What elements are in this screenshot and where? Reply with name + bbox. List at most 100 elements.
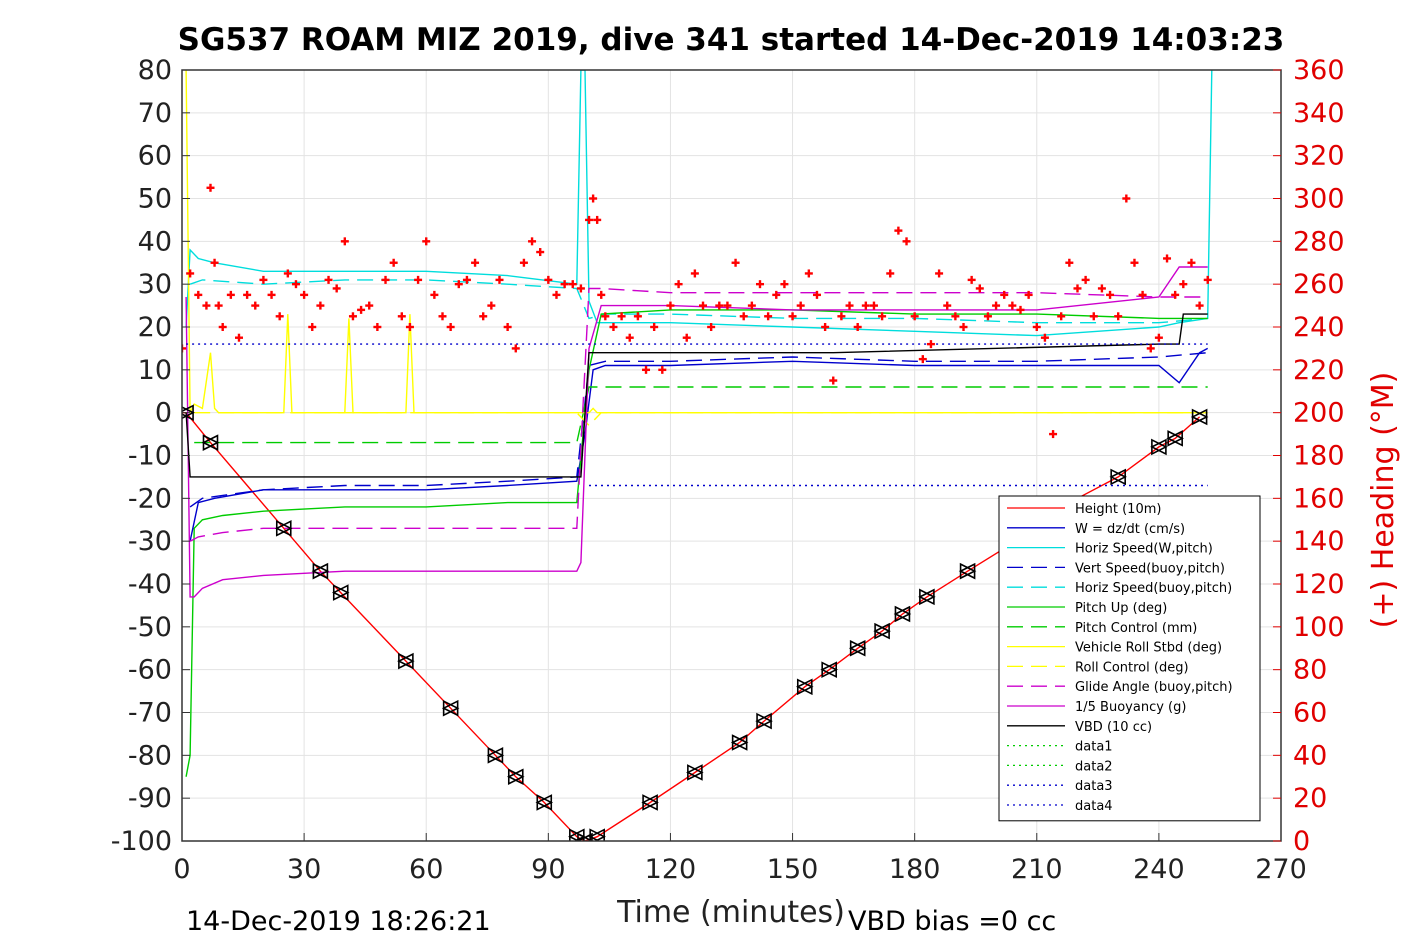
heading-point (597, 290, 606, 299)
tick-label-left: -70 (128, 698, 172, 729)
tick-label-right: 280 (1293, 226, 1345, 257)
heading-point (471, 258, 480, 267)
tick-label-x: 240 (1133, 854, 1185, 885)
heading-point (1000, 290, 1009, 299)
heading-point (1130, 258, 1139, 267)
heading-point (446, 323, 455, 331)
y-axis-right-label: (+) Heading (°M) (1366, 372, 1401, 629)
tick-label-right: 200 (1293, 398, 1345, 429)
series-line (185, 309, 1208, 777)
height-marker (893, 605, 912, 623)
legend-entry: Horiz Speed(W,pitch) (1075, 542, 1213, 557)
heading-point (186, 269, 195, 278)
y-axis-left: 80 70 60 50 40 30 20 10 0 -10 -20 -30 -40 -50 -60 -70 -8… (111, 55, 190, 857)
heading-point (812, 290, 821, 299)
heading-point (609, 323, 618, 331)
heading-point (642, 365, 651, 374)
heading-point (1163, 254, 1172, 263)
heading-point (837, 312, 846, 321)
heading-point (589, 194, 598, 203)
heading-point (780, 280, 789, 289)
heading-point (259, 275, 268, 284)
heading-point (1122, 194, 1131, 203)
height-marker (588, 828, 606, 841)
height-marker (958, 562, 977, 580)
legend: Height (10m) W = dz/dt (cm/s) Horiz Speed(… (998, 495, 1261, 822)
heading-point (316, 301, 325, 310)
tick-label-x: 180 (889, 854, 941, 885)
tick-label-left: 10 (138, 355, 172, 386)
tick-label-left: -50 (128, 612, 172, 643)
height-marker (576, 832, 594, 841)
heading-point (389, 258, 398, 267)
heading-point (1089, 312, 1098, 321)
tick-label-left: 70 (138, 98, 172, 129)
legend-entry: Pitch Up (deg) (1075, 601, 1167, 616)
tick-label-right: 20 (1293, 783, 1327, 814)
heading-point (503, 323, 512, 331)
heading-point (1114, 312, 1123, 321)
height-marker (820, 661, 838, 678)
heading-point (869, 301, 878, 310)
tick-label-right: 260 (1293, 269, 1345, 300)
heading-point (234, 333, 243, 342)
heading-point (983, 312, 992, 321)
heading-point (951, 312, 960, 321)
heading-point (536, 248, 545, 257)
tick-label-left: 60 (138, 141, 172, 172)
heading-point (357, 305, 366, 314)
series-line (189, 287, 1208, 542)
tick-label-right: 60 (1293, 698, 1327, 729)
heading-point (723, 301, 732, 310)
heading-point (487, 301, 496, 310)
tick-label-x: 150 (767, 854, 819, 885)
height-marker-left (918, 588, 935, 606)
heading-point (291, 280, 300, 289)
heading-point (214, 301, 223, 310)
legend-entry: VBD (10 cc) (1075, 720, 1152, 735)
heading-point (511, 344, 520, 353)
heading-point (251, 301, 260, 310)
heading-point (275, 312, 284, 321)
tick-label-right: 160 (1293, 483, 1345, 514)
heading-point (1057, 312, 1066, 321)
heading-point (886, 269, 895, 278)
tick-label-left: 30 (138, 269, 172, 300)
heading-point (910, 312, 919, 321)
heading-point (699, 301, 708, 310)
tick-label-left: -90 (128, 783, 172, 814)
heading-point (1195, 301, 1204, 310)
tick-label-x: 90 (531, 854, 565, 885)
heading-point (992, 301, 1001, 310)
height-marker-left (535, 794, 553, 811)
legend-entry: Roll Control (deg) (1075, 660, 1189, 675)
tick-label-right: 340 (1293, 98, 1345, 129)
heading-point (218, 323, 227, 331)
height-marker (1166, 430, 1184, 447)
heading-point (821, 323, 830, 331)
heading-point (1203, 275, 1212, 284)
height-marker-left (686, 764, 703, 781)
heading-point (755, 280, 764, 289)
legend-entry: Vehicle Roll Stbd (deg) (1075, 641, 1222, 656)
heading-point (267, 290, 276, 299)
tick-label-left: 40 (138, 226, 172, 257)
tick-label-left: 0 (155, 398, 172, 429)
height-marker (311, 562, 330, 580)
series-line (185, 70, 1213, 337)
heading-point (1187, 258, 1196, 267)
heading-point (495, 275, 504, 284)
tick-label-x: 0 (173, 854, 190, 885)
height-marker (795, 678, 814, 696)
series-line (194, 386, 1208, 444)
tick-label-right: 240 (1293, 312, 1345, 343)
height-marker-left (576, 832, 593, 841)
height-marker (641, 794, 659, 811)
legend-entry: Glide Angle (buoy,pitch) (1075, 680, 1233, 695)
heading-point (544, 275, 553, 284)
tick-label-left: -60 (128, 655, 172, 686)
heading-point (1049, 430, 1058, 439)
heading-point (430, 290, 439, 299)
height-marker-left (795, 678, 813, 696)
heading-point (308, 323, 317, 331)
